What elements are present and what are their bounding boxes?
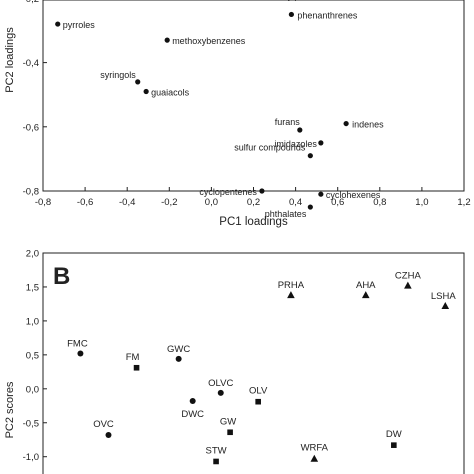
panel-b-point-label: FMC <box>67 338 88 349</box>
panel-b-point-square <box>227 429 233 436</box>
panel-a-point <box>297 127 303 133</box>
panel-b-point-label: OLVC <box>208 378 233 389</box>
panel-a-point-label: sulfur compounds <box>234 143 306 153</box>
panel-a-points: quinazolinesamidesmethoxyphenolsindolesb… <box>55 0 384 219</box>
panel-b-y-axis-label: PC2 scores <box>4 381 16 438</box>
panel-a-x-axis-label: PC1 loadings <box>219 216 288 228</box>
panel-b-frame <box>42 252 465 474</box>
panel-a-point-label: syringols <box>100 70 136 80</box>
panel-b-point-triangle <box>404 281 412 289</box>
panel-a-point-label: methoxybenzenes <box>172 36 246 46</box>
panel-a-x-tick-label: -0,6 <box>77 197 93 208</box>
panel-b-points: PRHA AHA CZHA LSHA FMC FM GWC OLVC OLV DWC OVC GW DW… <box>67 271 456 465</box>
panel-b-point-label: FM <box>126 352 140 363</box>
panel-a-x-tick-label: 0,2 <box>247 197 260 208</box>
panel-a-y-tick-label: -0,4 <box>23 58 39 69</box>
panel-b-point-label: OVC <box>93 419 114 430</box>
panel-b-y-tick-label: 1,0 <box>26 316 39 327</box>
panel-b-point-label: GW <box>220 416 236 427</box>
panel-b-point-label: WRFA <box>301 443 329 454</box>
panel-b-point-triangle <box>287 291 295 299</box>
panel-b-point-label: DWC <box>181 409 204 420</box>
panel-a-point-label: cyclohexenes <box>326 190 381 200</box>
panel-b-point-circle <box>175 355 182 362</box>
panel-b-point-label: OLV <box>249 386 268 397</box>
panel-b-point-label: DW <box>386 429 402 440</box>
panel-b-point-label: STW <box>206 445 227 456</box>
panel-a-point <box>143 88 149 95</box>
panel-b-point-label: AHA <box>356 280 376 291</box>
panel-b: 2,0 1,5 1,0 0,5 0,0 -0,5 -1,0 PRHA AHA CZHA LSHA F… <box>4 249 465 474</box>
panel-a-point <box>288 11 294 18</box>
panel-a-point-label: pyrroles <box>63 20 96 30</box>
panel-b-y-tick-label: -0,5 <box>23 418 39 429</box>
panel-b-point-square <box>391 442 397 448</box>
panel-a-x-tick-label: -0,4 <box>119 197 135 208</box>
panel-a-x-tick-label: 0,0 <box>205 197 218 208</box>
panel-a-frame <box>42 0 465 192</box>
panel-a: -0,8 -0,6 -0,4 -0,2 0,0 0,2 0,4 0,6 0,8 1,0 1,2 -0,… <box>4 0 471 228</box>
panel-b-point-circle <box>217 389 224 396</box>
panel-b-point-label: CZHA <box>395 271 422 282</box>
panel-a-point <box>164 37 170 43</box>
panel-a-point <box>318 191 324 197</box>
panel-a-x-tick-label: -0,2 <box>161 197 177 208</box>
panel-b-point-label: PRHA <box>278 280 305 291</box>
panel-b-point-circle <box>189 398 196 405</box>
panel-b-point-label: LSHA <box>431 291 456 302</box>
panel-b-y-tick-label: 1,5 <box>26 282 39 293</box>
panel-a-point <box>55 21 61 27</box>
panel-a-y-tick-label: -0,2 <box>23 0 39 5</box>
panel-a-point <box>318 140 324 146</box>
panel-a-x-tick-label: 1,2 <box>457 197 470 208</box>
panel-a-point-label: indenes <box>352 120 384 130</box>
panel-a-point-label: cyclopentenes <box>199 187 257 197</box>
panel-b-point-triangle <box>310 454 319 462</box>
panel-b-point-square <box>255 398 261 405</box>
panel-a-point <box>307 204 313 210</box>
panel-b-y-tick-label: -1,0 <box>23 452 39 463</box>
panel-a-point-label: alkylphenols <box>276 0 326 1</box>
panel-a-x-tick-label: 0,6 <box>331 197 344 208</box>
panel-a-y-tick-label: -0,8 <box>23 187 39 198</box>
panel-b-y-tick-label: 0,0 <box>26 384 39 395</box>
panel-b-point-triangle <box>361 291 370 299</box>
panel-b-label: B <box>53 263 70 290</box>
panel-a-point <box>259 188 265 194</box>
panel-b-point-square <box>133 364 140 371</box>
panel-b-y-tick-label: 0,5 <box>26 350 39 361</box>
panel-a-ticks: -0,8 -0,6 -0,4 -0,2 0,0 0,2 0,4 0,6 0,8 1,0 1,2 -0,… <box>23 0 471 208</box>
panel-a-point-label: guaiacols <box>151 87 190 97</box>
panel-a-point-label: phenanthrenes <box>297 10 358 20</box>
panel-b-ticks: 2,0 1,5 1,0 0,5 0,0 -0,5 -1,0 <box>23 249 47 463</box>
panel-b-point-circle <box>105 431 112 438</box>
panel-b-y-tick-label: 2,0 <box>26 249 39 260</box>
panel-a-x-tick-label: 0,8 <box>373 197 386 208</box>
panel-a-point-label: phthalates <box>265 209 307 219</box>
panel-a-x-tick-label: 1,0 <box>415 197 428 208</box>
panel-a-y-tick-label: -0,6 <box>23 122 39 133</box>
panel-a-x-tick-label: -0,8 <box>35 197 51 208</box>
panel-b-point-circle <box>77 350 84 357</box>
panel-b-point-triangle <box>441 301 450 309</box>
panel-b-point-square <box>213 458 219 465</box>
panel-a-y-axis-label: PC2 loadings <box>4 27 16 93</box>
panel-a-x-tick-label: 0,4 <box>289 197 302 208</box>
panel-a-point-label: furans <box>275 117 301 127</box>
panel-b-point-label: GWC <box>167 344 190 355</box>
panel-a-point <box>135 79 141 85</box>
panel-a-point <box>343 120 349 127</box>
panel-a-point-label: imidazoles <box>274 139 317 149</box>
panel-a-point <box>307 153 313 159</box>
